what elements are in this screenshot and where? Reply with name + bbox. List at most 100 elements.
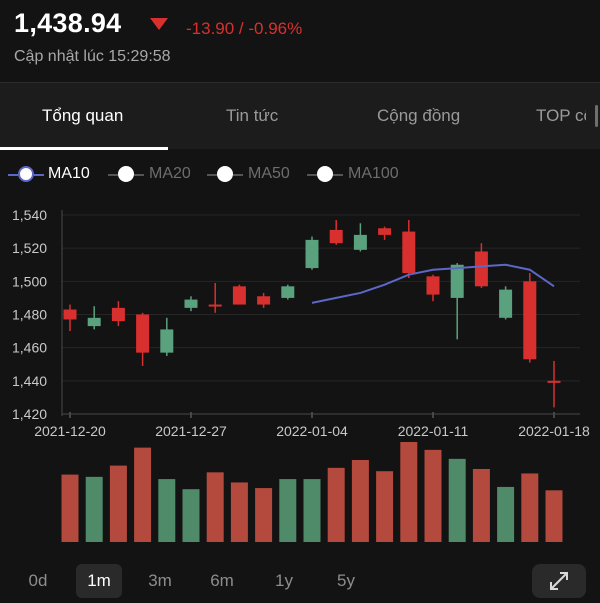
volume-bar bbox=[109, 465, 127, 542]
legend-label: MA20 bbox=[149, 165, 191, 182]
volume-bar bbox=[545, 490, 563, 542]
volume-bar bbox=[182, 489, 200, 542]
candle-body bbox=[87, 317, 101, 327]
y-tick-label: 1,460 bbox=[12, 340, 47, 356]
volume-bar bbox=[61, 474, 79, 542]
ma10-line bbox=[311, 263, 555, 304]
candle-body bbox=[305, 239, 319, 269]
legend-ma20[interactable]: MA20 bbox=[108, 160, 200, 190]
candle-body bbox=[160, 329, 174, 353]
candle-body bbox=[523, 281, 537, 360]
legend-line bbox=[207, 174, 217, 176]
legend-line bbox=[134, 174, 144, 176]
candle-body bbox=[111, 307, 125, 322]
candle-body bbox=[136, 314, 150, 353]
period-0d[interactable]: 0d bbox=[28, 571, 48, 590]
tab-scroll-edge bbox=[586, 83, 600, 149]
volume-bar bbox=[327, 467, 345, 542]
candle-body bbox=[257, 296, 271, 305]
legend-dot-icon bbox=[18, 166, 34, 182]
tab-scrollbar[interactable] bbox=[595, 105, 598, 127]
legend-label: MA10 bbox=[48, 165, 90, 182]
y-tick-label: 1,420 bbox=[12, 406, 47, 422]
legend-line bbox=[34, 174, 44, 176]
candle-body bbox=[232, 286, 246, 305]
expand-icon bbox=[550, 572, 568, 590]
volume-bar bbox=[134, 447, 152, 542]
divider bbox=[0, 82, 600, 83]
price-change: -13.90 / -0.96% bbox=[186, 19, 303, 38]
legend-ma50[interactable]: MA50 bbox=[207, 160, 299, 190]
x-tick-label: 2022-01-11 bbox=[398, 423, 469, 439]
legend-dot-icon bbox=[118, 166, 134, 182]
volume-bar bbox=[400, 442, 418, 542]
candle-body bbox=[329, 229, 343, 244]
volume-bar bbox=[85, 476, 103, 542]
quote-header: 1,438.94 -13.90 / -0.96% Cập nhật lúc 15… bbox=[0, 0, 600, 82]
volume-bar bbox=[376, 471, 394, 542]
legend-line bbox=[108, 174, 118, 176]
tab-community[interactable]: Cộng đồng bbox=[377, 106, 461, 125]
tab-active-indicator bbox=[0, 147, 168, 150]
candle-body bbox=[547, 380, 561, 383]
current-price: 1,438.94 bbox=[14, 8, 122, 38]
candle-body bbox=[378, 228, 392, 235]
period-6m[interactable]: 6m bbox=[210, 571, 234, 590]
tab-top-stocks[interactable]: TOP cổ p bbox=[536, 106, 600, 125]
candle-body bbox=[184, 299, 198, 308]
last-updated: Cập nhật lúc 15:29:58 bbox=[14, 48, 171, 65]
volume-bar bbox=[448, 458, 466, 542]
down-arrow-icon bbox=[150, 18, 168, 30]
expand-button[interactable] bbox=[532, 564, 586, 598]
x-tick-label: 2021-12-20 bbox=[34, 423, 106, 439]
candle-body bbox=[426, 276, 440, 295]
legend-dot-icon bbox=[217, 166, 233, 182]
y-tick-label: 1,540 bbox=[12, 207, 47, 223]
candle-body bbox=[402, 231, 416, 274]
volume-bar bbox=[158, 479, 176, 542]
volume-bar bbox=[497, 486, 515, 542]
y-tick-label: 1,500 bbox=[12, 273, 47, 289]
period-5y[interactable]: 5y bbox=[337, 571, 355, 590]
volume-bar bbox=[424, 449, 442, 542]
y-tick-label: 1,520 bbox=[12, 240, 47, 256]
candle-body bbox=[474, 251, 488, 287]
volume-bar bbox=[206, 472, 224, 542]
tab-news[interactable]: Tin tức bbox=[226, 106, 279, 125]
tab-overview[interactable]: Tổng quan bbox=[42, 106, 124, 125]
price-chart[interactable]: 1,540 1,520 1,500 1,480 1,460 1,440 1,420 2021-… bbox=[0, 190, 600, 550]
period-1y[interactable]: 1y bbox=[275, 571, 293, 590]
candle-body bbox=[63, 309, 77, 320]
y-tick-label: 1,480 bbox=[12, 307, 47, 323]
ma-legend: MA10 MA20 MA50 MA100 bbox=[0, 160, 600, 190]
x-tick-label: 2022-01-04 bbox=[276, 423, 348, 439]
candle-body bbox=[499, 289, 513, 318]
y-tick-label: 1,440 bbox=[12, 373, 47, 389]
period-3m[interactable]: 3m bbox=[148, 571, 172, 590]
legend-dot-icon bbox=[317, 166, 333, 182]
x-tick-label: 2021-12-27 bbox=[155, 423, 227, 439]
volume-bar bbox=[351, 459, 369, 542]
tab-bar: Tổng quan Tin tức Cộng đồng TOP cổ p bbox=[0, 83, 600, 150]
legend-label: MA50 bbox=[248, 165, 290, 182]
legend-line bbox=[8, 174, 18, 176]
candle-body bbox=[208, 304, 222, 307]
volume-bar bbox=[303, 479, 321, 542]
candle-body bbox=[450, 264, 464, 298]
legend-ma100[interactable]: MA100 bbox=[307, 160, 411, 190]
legend-line bbox=[333, 174, 343, 176]
volume-bar bbox=[279, 479, 297, 542]
legend-label: MA100 bbox=[348, 165, 399, 182]
volume-bar bbox=[230, 482, 248, 542]
legend-line bbox=[307, 174, 317, 176]
candlestick-chart[interactable]: 1,5401,5201,5001,4801,4601,4401,4202021-… bbox=[0, 190, 600, 550]
legend-line bbox=[233, 174, 243, 176]
volume-bar bbox=[521, 473, 539, 542]
legend-ma10[interactable]: MA10 bbox=[8, 160, 100, 190]
candle-body bbox=[281, 286, 295, 298]
period-selector: 0d 1m 3m 6m 1y 5y bbox=[0, 562, 600, 600]
volume-bar bbox=[255, 488, 273, 542]
period-1m[interactable]: 1m bbox=[76, 564, 122, 598]
volume-bar bbox=[472, 468, 490, 542]
x-tick-label: 2022-01-18 bbox=[518, 423, 590, 439]
